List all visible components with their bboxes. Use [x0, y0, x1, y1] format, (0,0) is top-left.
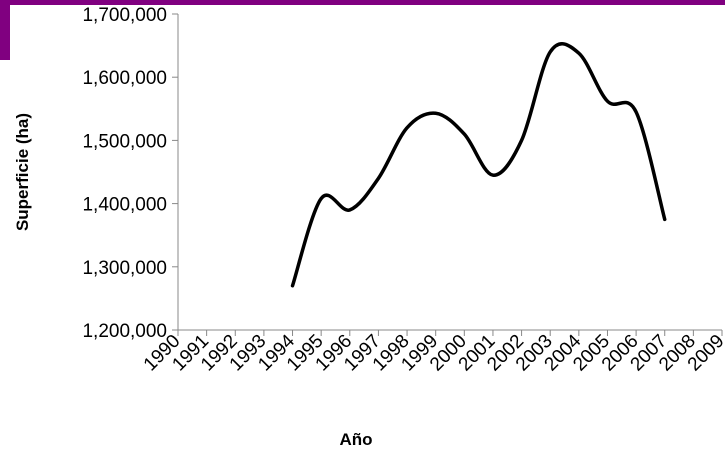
y-tick-label: 1,600,000 [82, 68, 167, 89]
y-tick-label: 1,700,000 [82, 5, 167, 26]
x-tick-labels: 1990199119921993199419951996199719981999… [140, 330, 725, 375]
y-axis-label: Superficie (ha) [13, 113, 32, 231]
y-tick-label: 1,500,000 [82, 131, 167, 152]
y-tick-label: 1,400,000 [82, 195, 167, 216]
y-tick-label: 1,200,000 [82, 321, 167, 342]
series-layer [292, 44, 664, 286]
x-axis-label: Año [339, 430, 372, 449]
y-tick-label: 1,300,000 [82, 258, 167, 279]
series-line [293, 44, 665, 286]
y-tick-labels: 1,200,000 1,300,000 1,400,000 1,500,000 1,60… [82, 5, 167, 342]
axes [172, 14, 722, 336]
